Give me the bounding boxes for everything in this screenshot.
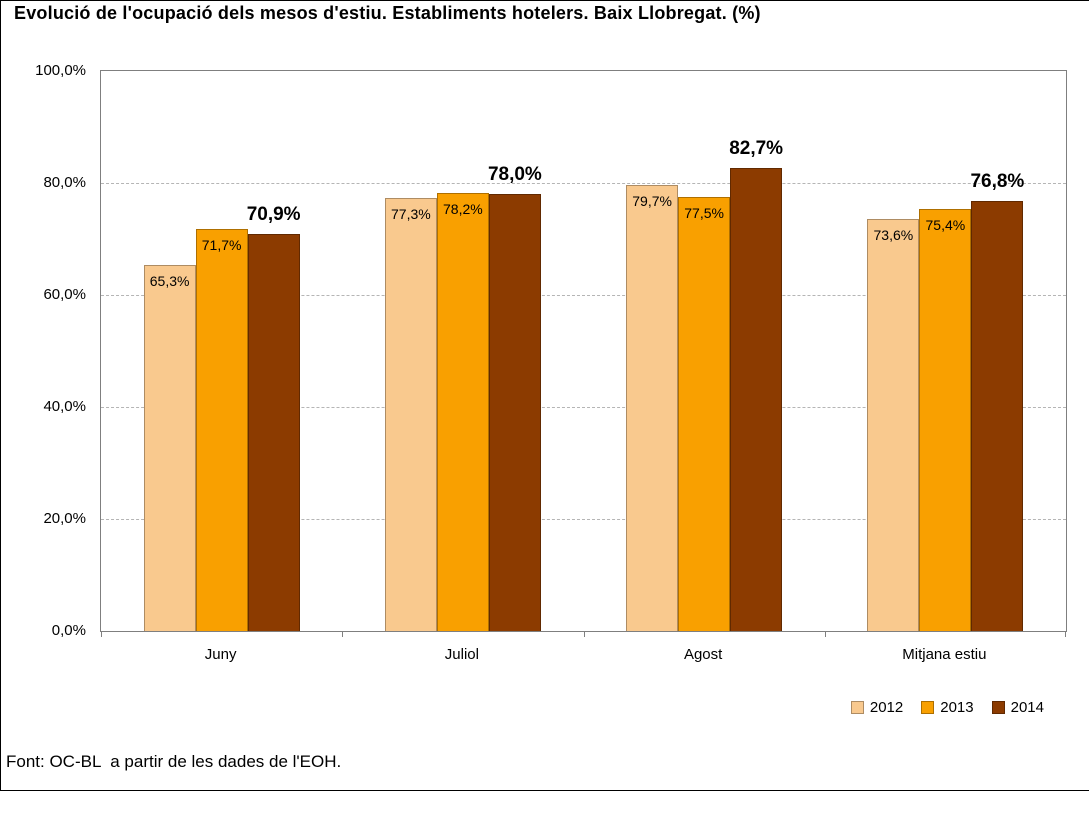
legend: 2012 2013 2014: [850, 699, 1044, 716]
gridline: [101, 407, 1066, 408]
legend-label: 2012: [869, 699, 904, 716]
y-tick-label: 40,0%: [43, 398, 86, 415]
bar-value-label: 78,2%: [443, 201, 483, 218]
y-tick-label: 20,0%: [43, 510, 86, 527]
y-tick-label: 80,0%: [43, 174, 86, 191]
y-tick-label: 60,0%: [43, 286, 86, 303]
category-axis-tick: [101, 631, 102, 637]
category-axis-tick: [824, 631, 826, 637]
bar-2014-mitjana-estiu: [971, 200, 1024, 631]
gridline: [101, 183, 1066, 184]
y-axis-labels: 0,0% 20,0% 40,0% 60,0% 80,0% 100,0%: [0, 62, 92, 639]
bar-2012-juliol: [384, 198, 437, 631]
bar-2014-agost: [730, 167, 783, 631]
y-tick-label: 0,0%: [51, 622, 86, 639]
legend-swatch: [850, 701, 864, 714]
bar-2014-juny: [247, 233, 300, 631]
gridline: [101, 295, 1066, 296]
legend-item-2014: 2014: [991, 699, 1044, 716]
bar-2013-mitjana-estiu: [919, 208, 972, 631]
bar-2013-agost: [678, 197, 731, 631]
x-tick-label: Juliol: [444, 646, 479, 663]
legend-item-2012: 2012: [850, 699, 904, 716]
bar-value-label: 77,3%: [391, 206, 431, 223]
bar-value-label: 75,4%: [925, 216, 966, 233]
y-tick-label: 100,0%: [35, 62, 86, 79]
bar-2013-juny: [195, 229, 248, 631]
x-tick-label: Mitjana estiu: [902, 646, 987, 663]
bar-2012-mitjana-estiu: [867, 218, 920, 631]
gridline: [101, 519, 1066, 520]
bar-value-label: 82,7%: [729, 137, 784, 159]
bar-value-label: 76,8%: [970, 170, 1025, 192]
legend-label: 2014: [1010, 699, 1044, 716]
category-axis-tick: [342, 631, 344, 637]
bar-value-label: 77,5%: [684, 205, 724, 221]
legend-swatch: [921, 701, 935, 714]
source-note: Font: OC-BL a partir de les dades de l'E…: [6, 752, 342, 771]
bar-2012-agost: [626, 184, 679, 631]
chart-title: Evolució de l'ocupació dels mesos d'esti…: [14, 3, 761, 23]
plot-area: 65,3% 77,3% 79,7% 73,6% 71,7% 78,2% 77,5% 75,4%…: [100, 70, 1067, 637]
legend-label: 2013: [940, 699, 974, 716]
category-axis-tick: [1065, 631, 1066, 637]
bar-value-label: 70,9%: [246, 203, 301, 225]
x-tick-label: Agost: [683, 646, 723, 663]
page-border: [0, 0, 1089, 791]
bar-2014-juliol: [488, 194, 541, 631]
x-tick-label: Juny: [204, 646, 237, 663]
category-axis-tick: [583, 631, 585, 637]
bar-2013-juliol: [436, 193, 489, 631]
x-axis-labels: Juny Juliol Agost Mitjana estiu: [100, 646, 1065, 670]
bar-value-label: 78,0%: [487, 164, 542, 186]
bar-value-label: 79,7%: [632, 192, 672, 209]
bar-value-label: 73,6%: [873, 226, 914, 243]
bar-2012-juny: [143, 265, 196, 631]
legend-item-2013: 2013: [921, 699, 974, 716]
bar-value-label: 65,3%: [149, 273, 190, 290]
legend-swatch: [991, 701, 1005, 714]
bar-value-label: 71,7%: [201, 237, 242, 254]
